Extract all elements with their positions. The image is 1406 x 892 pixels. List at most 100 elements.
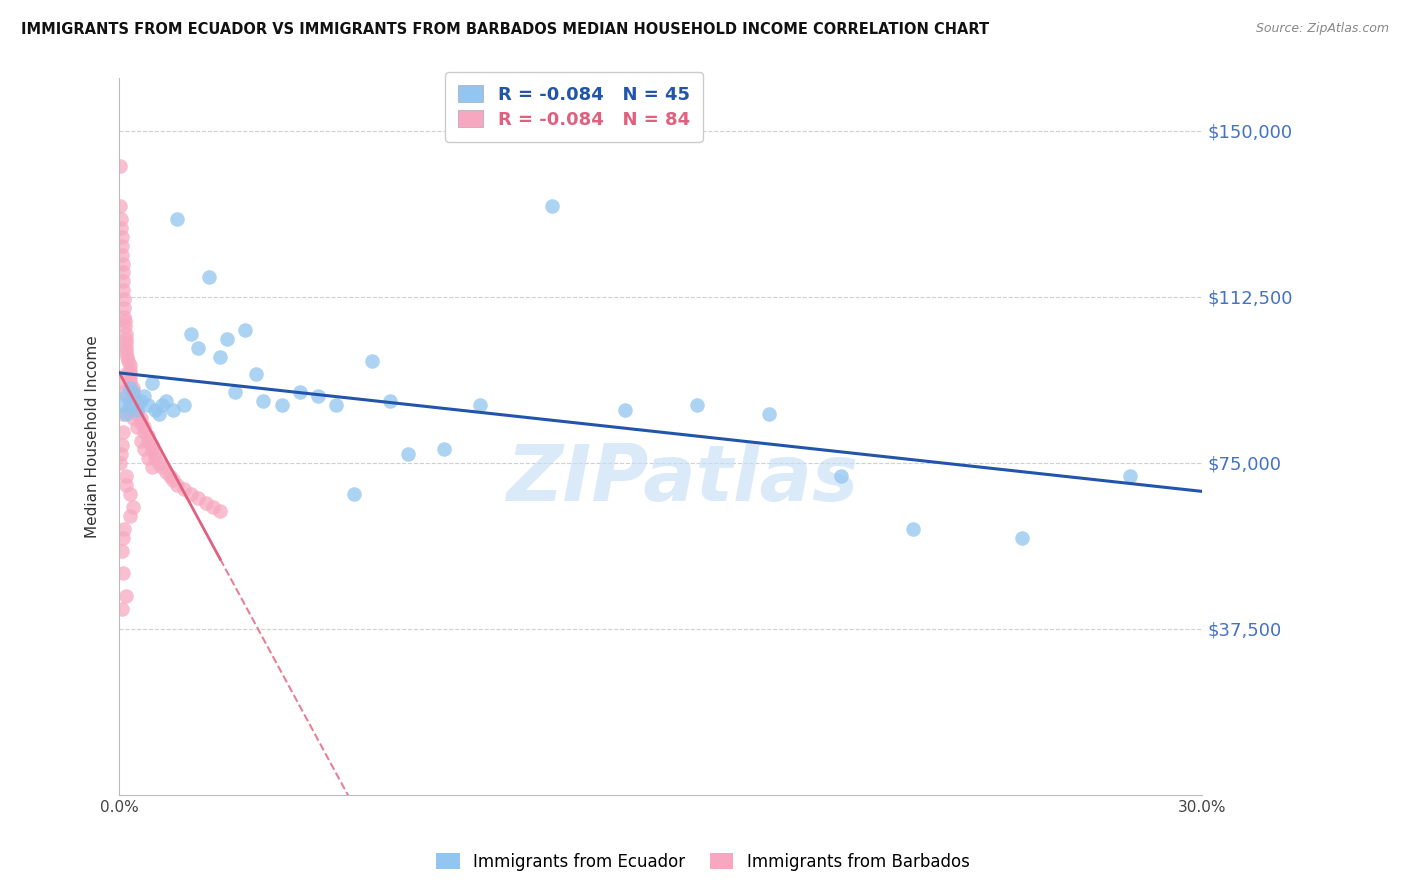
Point	[143, 402, 166, 417]
Point	[118, 380, 141, 394]
Point	[111, 398, 134, 412]
Point	[134, 442, 156, 457]
Point	[111, 265, 134, 279]
Point	[148, 456, 170, 470]
Point	[136, 451, 159, 466]
Point	[110, 230, 132, 244]
Point	[396, 447, 419, 461]
Point	[180, 487, 202, 501]
Point	[122, 500, 145, 514]
Point	[143, 451, 166, 466]
Point	[115, 478, 138, 492]
Point	[217, 332, 239, 346]
Point	[245, 368, 267, 382]
Point	[117, 354, 139, 368]
Point	[122, 380, 145, 394]
Point	[115, 336, 138, 351]
Point	[129, 416, 152, 430]
Point	[686, 398, 709, 412]
Point	[141, 438, 163, 452]
Point	[122, 411, 145, 425]
Point	[111, 544, 134, 558]
Point	[173, 398, 195, 412]
Point	[270, 398, 292, 412]
Point	[288, 384, 311, 399]
Point	[134, 425, 156, 439]
Point	[343, 487, 366, 501]
Point	[110, 221, 132, 235]
Point	[194, 495, 217, 509]
Point	[112, 292, 135, 306]
Point	[114, 314, 136, 328]
Point	[252, 393, 274, 408]
Point	[111, 407, 134, 421]
Point	[127, 407, 149, 421]
Point	[378, 393, 401, 408]
Point	[118, 363, 141, 377]
Point	[115, 350, 138, 364]
Point	[111, 425, 134, 439]
Point	[141, 376, 163, 390]
Point	[111, 256, 134, 270]
Point	[108, 159, 131, 173]
Point	[162, 474, 184, 488]
Point	[115, 589, 138, 603]
Legend: Immigrants from Ecuador, Immigrants from Barbados: Immigrants from Ecuador, Immigrants from…	[427, 845, 979, 880]
Point	[111, 566, 134, 581]
Point	[613, 402, 636, 417]
Point	[114, 522, 136, 536]
Point	[127, 398, 149, 412]
Point	[187, 491, 209, 505]
Point	[115, 345, 138, 359]
Point	[166, 212, 188, 227]
Point	[830, 469, 852, 483]
Point	[112, 531, 135, 545]
Point	[122, 389, 145, 403]
Point	[111, 438, 134, 452]
Point	[141, 460, 163, 475]
Point	[118, 393, 141, 408]
Point	[118, 372, 141, 386]
Point	[1119, 469, 1142, 483]
Point	[129, 411, 152, 425]
Point	[115, 389, 138, 403]
Point	[166, 478, 188, 492]
Point	[541, 199, 564, 213]
Point	[209, 350, 232, 364]
Point	[134, 389, 156, 403]
Point	[115, 407, 138, 421]
Point	[110, 447, 132, 461]
Point	[118, 359, 141, 373]
Point	[136, 398, 159, 412]
Point	[112, 283, 135, 297]
Point	[115, 469, 138, 483]
Point	[143, 447, 166, 461]
Point	[129, 393, 152, 408]
Point	[118, 508, 141, 523]
Point	[150, 460, 173, 475]
Point	[173, 483, 195, 497]
Point	[118, 398, 141, 412]
Point	[136, 429, 159, 443]
Point	[468, 398, 491, 412]
Point	[148, 407, 170, 421]
Point	[111, 274, 134, 288]
Point	[127, 402, 149, 417]
Point	[141, 442, 163, 457]
Point	[118, 368, 141, 382]
Point	[155, 465, 177, 479]
Point	[114, 376, 136, 390]
Point	[325, 398, 347, 412]
Point	[198, 269, 221, 284]
Point	[150, 398, 173, 412]
Point	[114, 318, 136, 333]
Point	[235, 323, 257, 337]
Point	[111, 248, 134, 262]
Point	[136, 434, 159, 448]
Point	[115, 341, 138, 355]
Point	[118, 376, 141, 390]
Point	[162, 402, 184, 417]
Point	[1011, 531, 1033, 545]
Point	[159, 469, 181, 483]
Point	[224, 384, 246, 399]
